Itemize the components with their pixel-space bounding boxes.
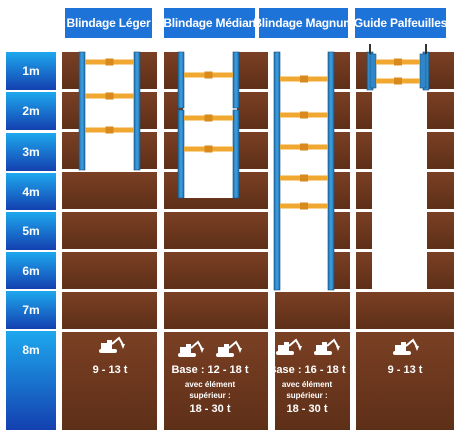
column-header-2: Blindage Médian	[163, 8, 256, 38]
strut-joint	[300, 111, 308, 119]
strut-joint	[300, 174, 308, 182]
guide-post	[369, 44, 371, 54]
strut-joint	[204, 114, 213, 122]
strut-joint	[105, 126, 114, 134]
strut-joint	[300, 75, 308, 83]
soil-block	[164, 292, 268, 329]
strut-joint	[204, 71, 213, 79]
capacity-label-4: 9 - 13 t	[387, 364, 423, 376]
depth-label-1m: 1m	[6, 52, 56, 90]
capacity-note-3-2: supérieur :	[286, 391, 328, 400]
strut-joint	[105, 92, 114, 100]
soil-block	[164, 252, 268, 289]
depth-label-5m: 5m	[6, 212, 56, 250]
trench-excavation	[84, 52, 136, 170]
strut-joint	[105, 58, 114, 66]
strut-joint	[204, 145, 213, 153]
soil-block	[62, 292, 157, 329]
soil-block	[164, 212, 268, 249]
column-header-3: Blindage Magnum	[253, 8, 354, 38]
soil-block	[62, 172, 157, 209]
guide-frame	[369, 53, 377, 89]
depth-label-6m: 6m	[6, 252, 56, 289]
depth-label-8m: 8m	[6, 331, 56, 430]
soil-block	[356, 292, 454, 329]
capacity-note-2-2: supérieur :	[189, 391, 231, 400]
shoring-panel	[177, 51, 185, 109]
capacity-label-2: Base : 12 - 18 t	[171, 364, 249, 376]
excavator-icon	[393, 338, 419, 355]
column-header-1: Blindage Léger	[65, 8, 152, 38]
trench-excavation	[372, 52, 427, 289]
shoring-panel	[78, 51, 86, 171]
capacity-note-3-1: avec élément	[281, 380, 333, 389]
shoring-panel	[133, 51, 141, 171]
excavator-icon	[99, 336, 125, 353]
depth-label-2m: 2m	[6, 92, 56, 130]
shoring-panel	[327, 51, 335, 291]
depth-label-3m: 3m	[6, 133, 56, 171]
strut-joint	[394, 77, 402, 85]
excavator-icon	[314, 338, 340, 355]
excavator-icon	[216, 340, 242, 357]
depth-label-7m: 7m	[6, 291, 56, 329]
guide-post	[425, 44, 427, 54]
capacity-note-2-3: 18 - 30 t	[189, 403, 231, 415]
shoring-panel	[232, 109, 240, 199]
capacity-note-3-3: 18 - 30 t	[286, 403, 328, 415]
guide-frame	[419, 53, 427, 89]
shoring-panel	[232, 51, 240, 109]
strut-joint	[300, 143, 308, 151]
capacity-note-2-1: avec élément	[184, 380, 236, 389]
strut-joint	[300, 202, 308, 210]
column-header-4: Guide Palfeuilles	[354, 8, 447, 38]
soil-block	[275, 292, 350, 329]
capacity-label-3: Base : 16 - 18 t	[268, 364, 346, 376]
excavator-icon	[276, 338, 302, 355]
excavator-icon	[178, 340, 204, 357]
trench-excavation	[280, 52, 331, 290]
shoring-panel	[177, 109, 185, 199]
depth-label-4m: 4m	[6, 173, 56, 210]
capacity-label-1: 9 - 13 t	[92, 364, 128, 376]
strut-joint	[394, 58, 402, 66]
soil-block	[62, 252, 157, 289]
soil-block	[62, 212, 157, 249]
shoring-panel	[273, 51, 281, 291]
